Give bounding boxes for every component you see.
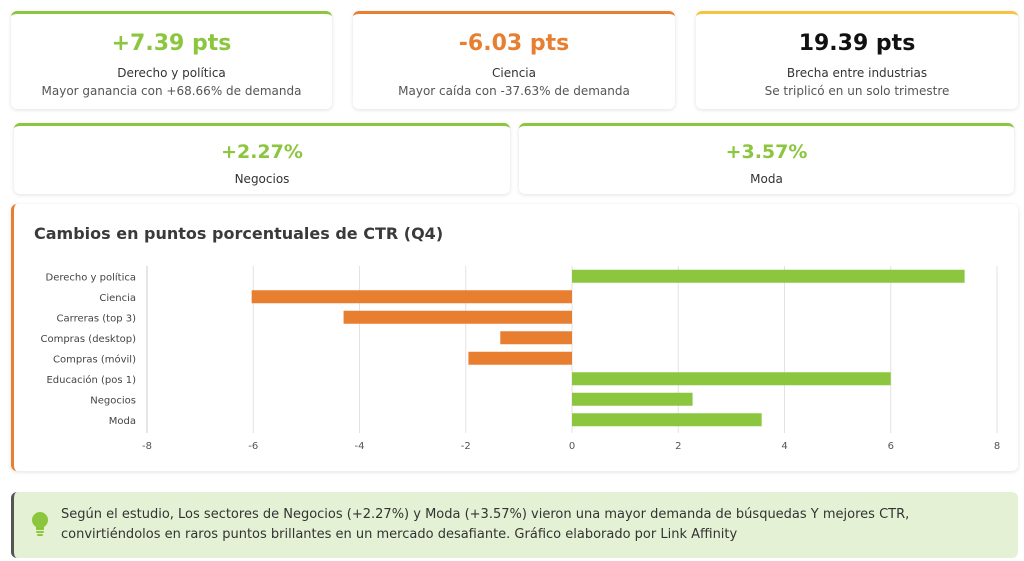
x-tick-label: 8: [994, 441, 1000, 452]
bar: [572, 413, 762, 427]
category-label: Moda: [109, 416, 136, 427]
bar: [251, 290, 572, 304]
bar: [572, 269, 965, 283]
bar: [572, 392, 693, 406]
x-tick-label: 2: [675, 441, 681, 452]
kpi-value: +3.57%: [725, 141, 808, 163]
category-label: Derecho y política: [46, 271, 136, 283]
kpi-card-negocios: +2.27% Negocios: [14, 123, 510, 194]
kpi-value: 19.39 pts: [798, 31, 916, 56]
chart-card: -8 -6 -4 -2 0 2 4 6 8 Derecho y política Ciencia Ca…: [11, 204, 1018, 471]
category-label: Negocios: [90, 395, 136, 406]
kpi-card-moda: +3.57% Moda: [519, 123, 1014, 194]
category-label: Compras (móvil): [53, 353, 136, 365]
kpi-card-derecho: +7.39 pts Derecho y política Mayor ganan…: [11, 11, 332, 109]
x-tick-label: -8: [142, 441, 152, 452]
kpi-value: -6.03 pts: [458, 31, 570, 56]
category-label: Educación (pos 1): [46, 374, 136, 386]
kpi-label: Ciencia: [492, 66, 536, 80]
kpi-label: Negocios: [234, 172, 290, 186]
x-tick-label: 4: [781, 441, 787, 452]
kpi-label: Brecha entre industrias: [786, 66, 928, 80]
lightbulb-icon: [32, 512, 48, 536]
kpi-subtext: Mayor caída con -37.63% de demanda: [398, 84, 630, 98]
kpi-card-ciencia: -6.03 pts Ciencia Mayor caída con -37.63…: [353, 11, 675, 109]
kpi-subtext: Se triplicó en un solo trimestre: [764, 84, 950, 98]
kpi-value: +2.27%: [221, 141, 303, 163]
bar: [500, 331, 572, 345]
category-label: Carreras (top 3): [57, 313, 137, 324]
insight-text: Según el estudio, Los sectores de Negoci…: [61, 507, 910, 542]
insight-note: Según el estudio, Los sectores de Negoci…: [11, 492, 1018, 558]
category-label: Ciencia: [99, 293, 136, 304]
x-tick-label: 0: [569, 441, 575, 452]
bar: [343, 310, 572, 324]
chart-title: Cambios en puntos porcentuales de CTR (Q…: [34, 224, 444, 243]
kpi-value: +7.39 pts: [111, 31, 232, 56]
bar: [468, 351, 572, 365]
x-tick-label: -4: [355, 441, 365, 452]
kpi-label: Derecho y política: [117, 66, 226, 80]
kpi-card-brecha: 19.39 pts Brecha entre industrias Se tri…: [696, 11, 1018, 109]
category-label: Compras (desktop): [40, 334, 136, 345]
kpi-label: Moda: [750, 172, 783, 186]
x-tick-label: 6: [888, 441, 894, 452]
kpi-subtext: Mayor ganancia con +68.66% de demanda: [41, 84, 302, 98]
x-tick-label: -6: [248, 441, 258, 452]
x-tick-label: -2: [461, 441, 471, 452]
bar: [572, 372, 891, 386]
bar-chart: -8 -6 -4 -2 0 2 4 6 8 Derecho y política Ciencia Ca…: [40, 266, 1000, 452]
